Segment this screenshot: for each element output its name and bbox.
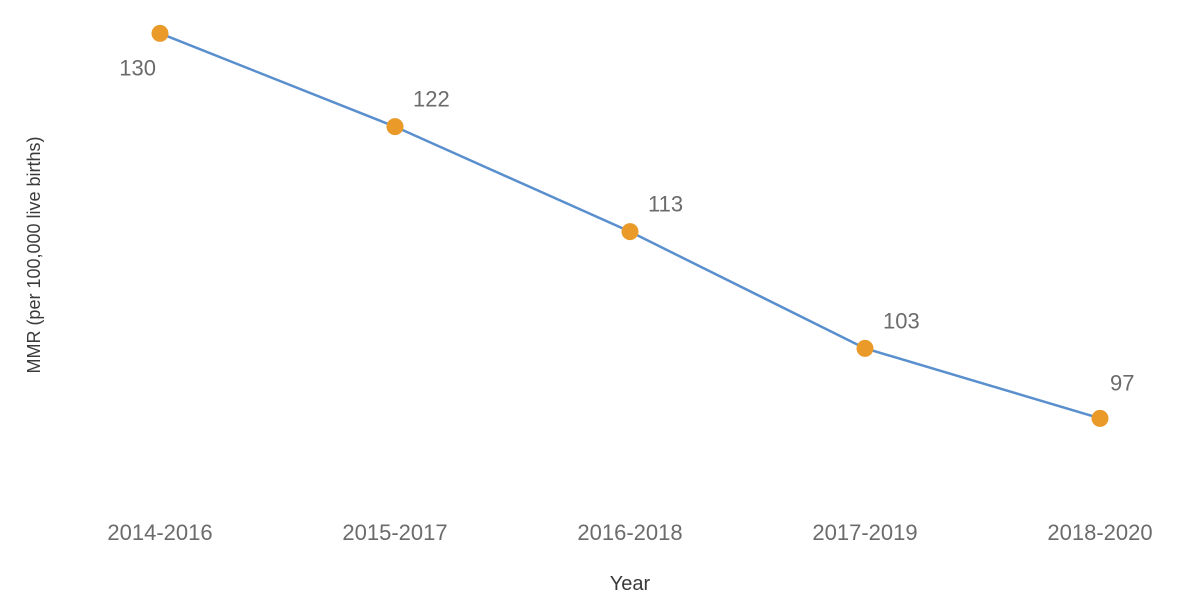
x-axis-label: Year — [610, 573, 651, 595]
mmr-line-chart: 130 122 113 103 97 2014-2016 2015-2017 2016-201… — [0, 0, 1200, 612]
x-tick-label: 2015-2017 — [342, 520, 447, 545]
data-point — [152, 25, 168, 41]
data-label: 130 — [119, 55, 156, 80]
x-tick-label: 2018-2020 — [1047, 520, 1152, 545]
x-tick-label: 2016-2018 — [577, 520, 682, 545]
chart-svg: 130 122 113 103 97 2014-2016 2015-2017 2016-201… — [0, 0, 1200, 612]
x-tick-label: 2017-2019 — [812, 520, 917, 545]
data-label: 97 — [1110, 370, 1134, 395]
x-tick-label: 2014-2016 — [107, 520, 212, 545]
data-point — [857, 340, 873, 356]
data-label: 122 — [413, 87, 450, 112]
data-point — [622, 224, 638, 240]
data-label: 103 — [883, 308, 920, 333]
data-point — [1092, 410, 1108, 426]
data-label: 113 — [648, 192, 683, 217]
data-point — [387, 119, 403, 135]
y-axis-label: MMR (per 100,000 live births) — [24, 136, 44, 373]
